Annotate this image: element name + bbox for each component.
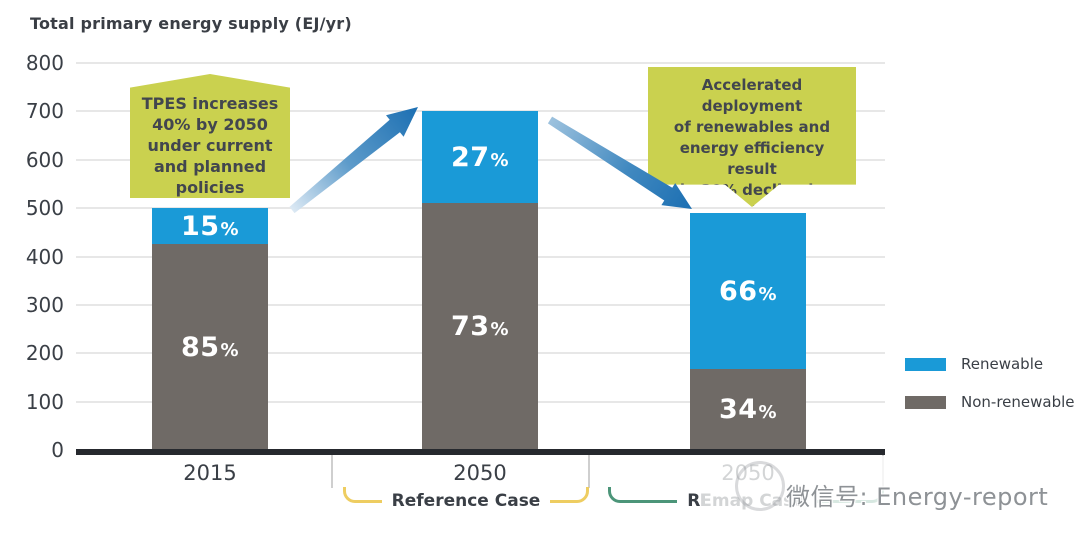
y-axis-tick-label: 500 [25,196,64,221]
percent-label: 85% [180,331,240,363]
bar-2050-non-renewable: 34% [690,369,806,450]
annotation-tpes-increase: TPES increases 40% by 2050 under current… [130,74,290,198]
percent-label: 34% [718,394,778,426]
legend: Renewable Non-renewable [905,355,1075,431]
category-divider [588,455,590,488]
y-axis-tick-label: 200 [25,341,64,366]
y-axis-tick-label: 400 [25,244,64,269]
legend-label: Renewable [961,355,1044,373]
watermark-background [702,456,888,510]
gridline [76,62,885,64]
reference-case-brace: Reference Case [343,487,589,510]
watermark-logo-icon [735,461,785,511]
y-axis-tick-label: 600 [25,147,64,172]
x-axis-category-label: 2050 [453,461,507,485]
arrow-up-right-icon [289,107,418,214]
arrow-down-right-icon [547,116,692,209]
y-axis-tick-label: 100 [25,389,64,414]
x-axis-category-label: 2015 [183,461,237,485]
bar-2015-non-renewable: 85% [152,244,268,450]
renewable-swatch [905,357,946,371]
y-axis-tick-label: 0 [51,438,64,462]
category-divider [331,455,333,488]
watermark-text: 微信号: Energy-report [786,483,1049,511]
percent-label: 66% [718,275,778,307]
bar-2015-renewable: 15% [152,208,268,245]
bar-2050-non-renewable: 73% [422,202,538,450]
bar-2050-renewable: 27% [422,111,538,203]
percent-label: 27% [450,141,510,173]
legend-item-renewable: Renewable [905,355,1075,373]
brace-line [550,487,589,503]
legend-item-non-renewable: Non-renewable [905,393,1075,411]
y-axis-tick-label: 300 [25,292,64,317]
brace-line [343,487,382,503]
y-axis-tick-label: 800 [25,51,64,75]
brace-line [608,487,678,503]
reference-case-label: Reference Case [391,491,541,511]
bar-2050-renewable: 66% [690,212,806,370]
percent-label: 15% [180,210,240,242]
legend-label: Non-renewable [961,393,1075,411]
percent-label: 73% [450,310,510,342]
y-axis-tick-label: 700 [25,99,64,124]
x-axis-baseline [76,449,885,455]
non-renewable-swatch [905,395,946,409]
chart-title: Total primary energy supply (EJ/yr) [30,14,352,33]
